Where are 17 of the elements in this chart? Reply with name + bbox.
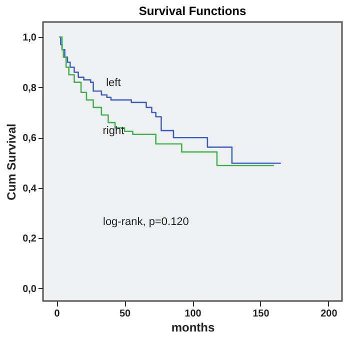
x-tick-label: 100 — [184, 308, 202, 320]
y-tick-label: 0,0 — [22, 284, 37, 295]
x-tick-label: 0 — [54, 308, 60, 320]
x-tick-label: 200 — [320, 308, 338, 320]
y-tick-label: 0,6 — [22, 133, 37, 144]
y-tick-label: 1,0 — [22, 32, 37, 44]
x-tick-label: 50 — [119, 308, 132, 320]
chart-title: Survival Functions — [138, 4, 246, 18]
annotation: log-rank, p=0.120 — [103, 216, 189, 228]
y-tick-label: 0,8 — [22, 82, 37, 94]
series-label: left — [106, 76, 121, 89]
x-tick-label: 150 — [252, 308, 270, 320]
x-axis-title: months — [171, 320, 215, 334]
series-label: right — [102, 125, 124, 137]
y-axis-title: Cum Survival — [4, 124, 19, 200]
y-tick-label: 0,2 — [22, 234, 37, 245]
y-tick-label: 0,4 — [22, 183, 37, 194]
